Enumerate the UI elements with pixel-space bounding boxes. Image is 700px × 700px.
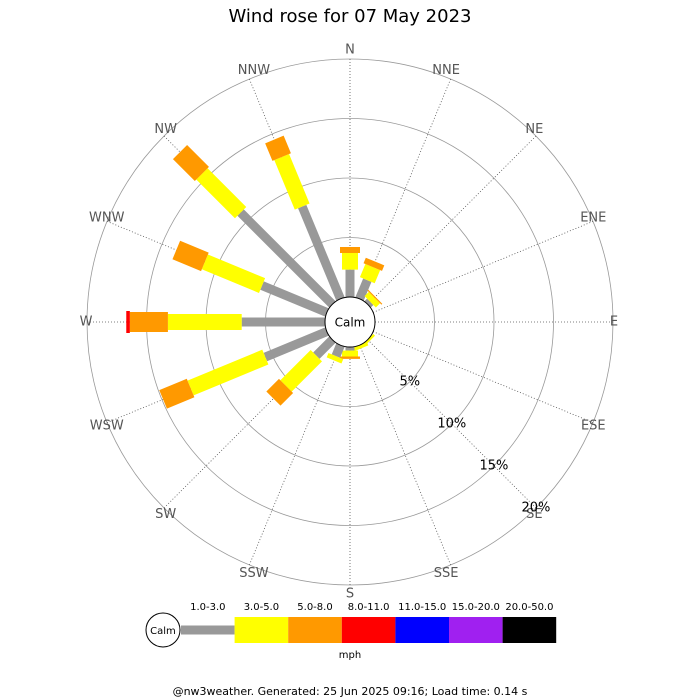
direction-label: SSE xyxy=(434,566,459,581)
spoke xyxy=(367,135,537,305)
direction-label: NE xyxy=(525,122,543,137)
unit-label: mph xyxy=(339,650,361,661)
bar-segment xyxy=(196,168,247,219)
footer: @nw3weather. Generated: 25 Jun 2025 09:1… xyxy=(173,685,528,698)
legend-swatch xyxy=(395,617,449,643)
legend-label: 1.0-3.0 xyxy=(190,602,225,613)
direction-label: ESE xyxy=(581,419,606,434)
bar-segment xyxy=(364,298,374,308)
legend-calm-label: Calm xyxy=(150,626,176,637)
grid: N NNE NE ENE E ESE SE SSE S SSW SW WSW W WNW NW NNW xyxy=(80,43,619,602)
direction-label: ENE xyxy=(580,210,606,225)
legend-swatch xyxy=(288,617,342,643)
bars xyxy=(126,135,385,409)
legend-swatch xyxy=(181,625,235,635)
direction-label: E xyxy=(610,315,618,330)
bar-segment xyxy=(364,291,381,308)
bar-segment xyxy=(298,204,345,301)
spoke xyxy=(359,344,452,566)
calm-circle xyxy=(324,296,376,348)
bar-segment xyxy=(326,353,344,364)
spoke xyxy=(372,331,594,424)
legend-label: 20.0-50.0 xyxy=(505,602,553,613)
bar-segment xyxy=(172,144,209,181)
bar-segment xyxy=(187,349,269,396)
direction-label: WSW xyxy=(90,419,124,434)
bar-segment xyxy=(352,342,369,352)
bar-segment xyxy=(237,209,336,308)
direction-label: NNW xyxy=(238,63,270,78)
direction-label: NNE xyxy=(432,63,460,78)
calm-label: Calm xyxy=(335,316,366,330)
direction-label: SSW xyxy=(239,566,269,581)
bar-segment xyxy=(331,343,345,358)
direction-label: WNW xyxy=(89,210,125,225)
bar-segment xyxy=(274,154,310,210)
direction-label: N xyxy=(345,43,355,58)
spoke xyxy=(248,344,341,566)
direction-label: NW xyxy=(154,122,177,137)
bar-segment xyxy=(280,350,322,392)
bar-segment xyxy=(266,378,294,406)
bar-segment xyxy=(201,254,266,293)
chart-title: Wind rose for 07 May 2023 xyxy=(229,6,472,27)
legend-swatch xyxy=(449,617,503,643)
ring-label: 10% xyxy=(437,416,466,431)
ring-label: 20% xyxy=(522,500,551,515)
bar-segment xyxy=(172,240,209,272)
direction-label: SW xyxy=(155,507,176,522)
direction-label: S xyxy=(346,587,354,602)
legend-swatch xyxy=(341,617,396,643)
bar-segment xyxy=(359,263,381,284)
legend-label: 3.0-5.0 xyxy=(244,602,279,613)
legend-label: 11.0-15.0 xyxy=(398,602,446,613)
legend-label: 15.0-20.0 xyxy=(452,602,500,613)
bar-segment xyxy=(265,135,291,161)
legend-swatch xyxy=(234,617,289,643)
bar-segment xyxy=(367,289,383,305)
spoke xyxy=(372,220,594,313)
legend-label: 8.0-11.0 xyxy=(348,602,390,613)
legend-swatch xyxy=(502,617,557,643)
bar-segment xyxy=(363,257,385,271)
ring-label: 5% xyxy=(399,374,420,389)
direction-label: W xyxy=(80,315,93,330)
legend-label: 5.0-8.0 xyxy=(297,602,332,613)
spoke xyxy=(367,339,537,509)
bar-segment xyxy=(313,336,336,359)
bar-segment xyxy=(355,278,372,301)
legend: Calm mph 1.0-3.0 3.0-5.0 5.0-8.0 8.0-11.0 11… xyxy=(145,602,557,661)
direction-label: SE xyxy=(526,507,542,522)
bar-segment xyxy=(260,281,329,317)
bar-segment xyxy=(263,327,329,362)
legend-calm xyxy=(145,612,181,648)
bar-segment xyxy=(159,378,195,409)
ring-label: 15% xyxy=(479,458,508,473)
